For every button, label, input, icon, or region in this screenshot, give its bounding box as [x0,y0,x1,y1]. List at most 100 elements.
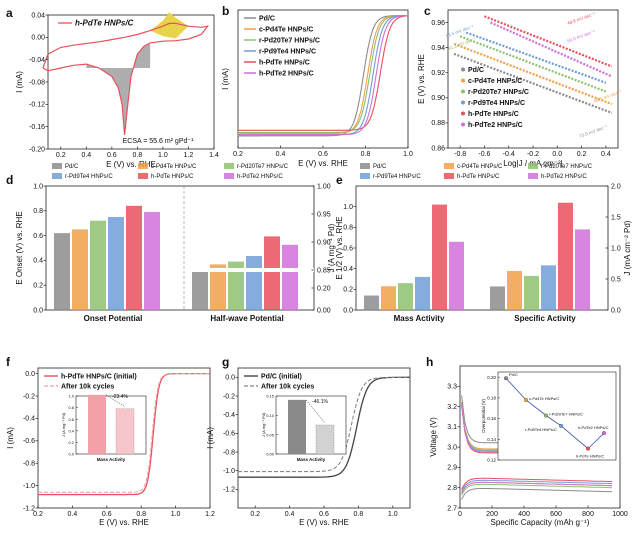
bar-mass-activity [398,283,413,310]
y-tick-label: 0.20 [317,285,331,292]
panel-letter: b [222,4,229,18]
legend-label: h-PdTe2 HNPs/C [468,122,523,129]
legend-swatch [360,173,370,179]
legend-label: h-PdTe HNPs/C [151,174,194,180]
x-tick-label: 600 [550,511,562,518]
inset-bar [115,408,135,455]
panel-letter: g [222,355,229,369]
x-tick-label: 400 [518,511,530,518]
inset-frame [75,395,147,455]
y-tick-label: -0.8 [223,449,235,456]
legend-label: After 10k cycles [61,384,114,391]
inset-bar [88,394,106,454]
legend-label: r-Pd20Te7 HNPs/C [541,164,593,170]
tafel-line [483,15,613,68]
legend-label: r-Pd20Te7 HNPs/C [259,38,320,45]
y-tick-label: -0.8 [23,461,35,468]
inset-category-label: Mass Activity [97,457,126,462]
tafel-line [490,21,613,78]
y-axis-label: I (mA) [221,68,230,90]
inset-tick-label: 0.14 [487,437,496,442]
inset-tick-label: 0.15 [266,394,275,399]
category-label: Mass Activity [394,314,445,323]
inset-bar [315,424,335,455]
x-tick-label: 0.4 [68,511,78,518]
y-tick-label: -1.0 [23,483,35,490]
x-tick-label: 1.0 [403,151,413,158]
inset-y-axis-label: Overpotential (V) [481,398,486,433]
y-tick-label: 3.3 [447,384,457,391]
y-tick-label: 0.2 [33,283,43,290]
x-tick-label: 0.4 [601,151,611,158]
legend-label: Pd/C (initial) [261,374,302,381]
lsv-after-cycles [38,373,210,493]
tafel-slope-label: 73.9 mV dec⁻¹ [579,124,609,139]
legend-swatch [444,163,454,169]
y-tick-label: 1.00 [317,183,331,190]
overpotential-point [544,413,548,418]
x-tick-label: 0.8 [133,152,143,159]
bar-mass-activity [449,241,464,310]
legend-label: After 10k cycles [261,384,314,391]
tafel-line [453,42,613,106]
y-tick-label: 0.6 [33,233,43,240]
y-tick-label: -0.4 [223,412,235,419]
y-tick-label: 0.0 [611,307,621,314]
bar-mass-activity [364,295,379,310]
legend-label: r-Pd20Te7 HNPs/C [468,89,529,96]
legend-label: h-PdTe2 HNPs/C [259,71,314,78]
panel-letter: c [424,4,431,18]
y-tick-label: 0.8 [33,208,43,215]
legend-swatch [52,163,62,169]
cv-curve-h-pdte [42,22,210,136]
y-tick-label: -0.2 [223,393,235,400]
lsv-curve [238,14,408,137]
y-tick-label: 0.2 [343,287,353,294]
legend-marker [461,89,465,94]
y-tick-label: 1.0 [33,183,43,190]
legend-marker [461,67,465,72]
y-tick-label: 0.4 [343,266,353,273]
overpotential-point-label: c-Pd4Te HNPs/C [529,396,559,401]
overpotential-point-label: r-Pd9Te4 HNPs/C [525,427,557,432]
y-axis-label-right: E 1/2 (V) vs. RHE [335,216,344,279]
x-tick-label: 0.8 [361,151,371,158]
panel-letter: f [6,355,11,369]
inset-tick-label: 0.05 [266,432,275,437]
x-tick-label: 0.2 [33,511,43,518]
bar-mass-activity [381,286,396,310]
x-tick-label: 0.6 [107,152,117,159]
x-tick-label: 0 [458,511,462,518]
y-tick-label: -0.20 [29,146,45,153]
inset-frame [275,395,347,455]
legend-marker [461,100,465,105]
inset-tick-label: 0.8 [68,405,74,410]
y-tick-label: -0.6 [23,438,35,445]
y-tick-label: 0.96 [431,20,445,27]
y-tick-label: 0.6 [343,245,353,252]
tafel-line [453,52,613,114]
x-tick-label: 1.2 [205,511,215,518]
inset-change-arrow [105,394,126,407]
legend-label: r-Pd20Te7 HNPs/C [237,164,289,170]
x-tick-label: 1.0 [171,511,181,518]
x-tick-label: 1.0 [158,152,168,159]
bar-half-wave [192,268,208,310]
inset-tick-label: 1.0 [68,394,74,399]
y-tick-label: 0.90 [317,239,331,246]
category-label: Specific Activity [514,314,576,323]
tafel-line [459,35,607,93]
inset-tick-label: 0.2 [68,440,74,445]
bar-specific-activity [507,270,522,310]
y-tick-label: 1.5 [611,214,621,221]
category-label: Half-wave Potential [210,314,283,323]
y-tick-label: 0.00 [317,307,331,314]
lsv-after-cycles [238,376,410,473]
bar-onset [108,217,124,310]
tafel-line [465,31,607,84]
lsv-curve [238,15,409,131]
y-tick-label: 0.94 [431,45,445,52]
legend-label: h-PdTe HNPs/C [468,111,519,118]
legend-label: Pd/C [259,16,275,23]
bar-specific-activity [541,265,556,310]
